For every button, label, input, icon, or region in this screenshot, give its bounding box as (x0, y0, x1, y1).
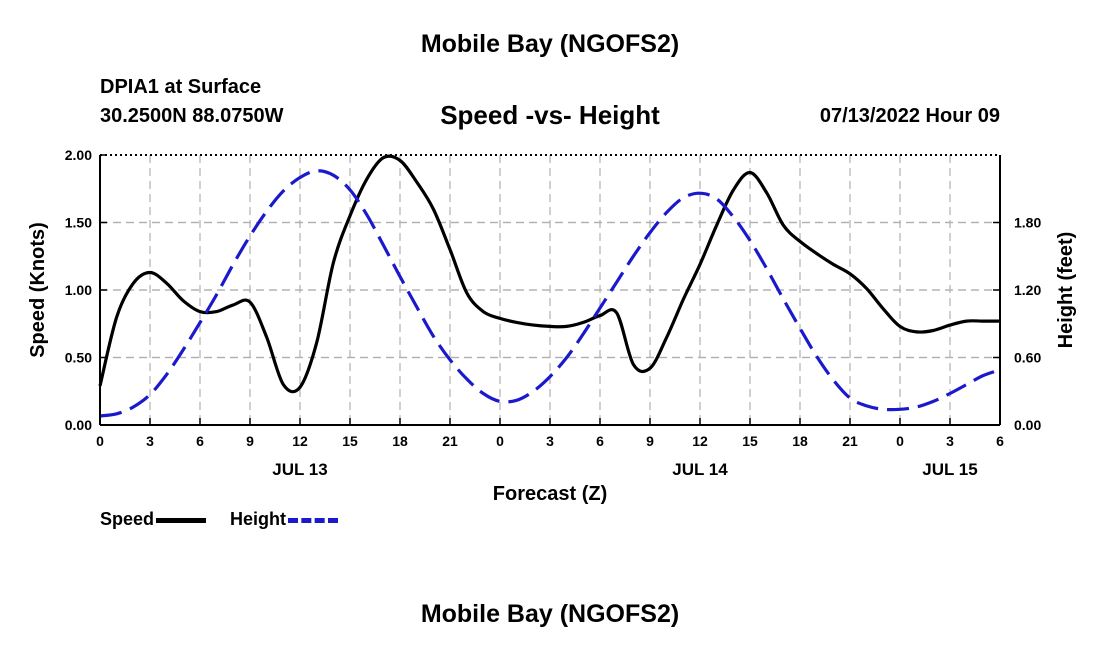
tick-labels: 0 3 6 9 12 15 18 21 0 3 6 9 12 15 18 21 0 3 6 0.00 0.50 1.00 1… (27, 147, 1077, 505)
x-tick-label: 6 (196, 433, 204, 449)
x-tick-label: 0 (96, 433, 104, 449)
speed-series-line (98, 154, 1000, 394)
legend-height-swatch (288, 517, 338, 523)
station-coordinates: 30.2500N 88.0750W (100, 105, 284, 127)
legend-height-label: Height (230, 509, 286, 529)
footer-title: Mobile Bay (NGOFS2) (420, 600, 680, 628)
y-right-axis-title: Height (feet) (1055, 232, 1077, 349)
grid-lines (100, 155, 1000, 426)
x-tick-label: 3 (946, 433, 954, 449)
legend-speed-swatch (156, 517, 207, 523)
forecast-datetime: 07/13/2022 Hour 09 (819, 105, 1000, 127)
chart-subtitle: Speed -vs- Height (440, 100, 660, 130)
x-tick-label: 9 (646, 433, 654, 449)
y-right-tick-label: 0.00 (1014, 417, 1041, 433)
y-left-tick-label: 0.50 (65, 350, 92, 366)
y-right-tick-label: 0.60 (1014, 350, 1041, 366)
x-tick-label: 3 (546, 433, 554, 449)
chart-title: Mobile Bay (NGOFS2) (420, 30, 680, 58)
y-left-tick-label: 0.00 (65, 417, 92, 433)
x-tick-label: 12 (692, 433, 708, 449)
x-tick-label: 0 (896, 433, 904, 449)
station-label: DPIA1 at Surface (100, 76, 262, 98)
x-tick-label: 6 (996, 433, 1004, 449)
x-tick-label: 0 (496, 433, 504, 449)
x-tick-label: 18 (392, 433, 408, 449)
height-series-line (99, 169, 1001, 418)
axes (99, 154, 1001, 426)
y-right-tick-label: 1.20 (1014, 282, 1041, 298)
x-tick-label: 15 (742, 433, 758, 449)
y-left-tick-label: 1.00 (65, 282, 92, 298)
x-tick-label: 21 (442, 433, 458, 449)
x-tick-label: 6 (596, 433, 604, 449)
date-label: JUL 15 (922, 460, 977, 479)
x-tick-label: 12 (292, 433, 308, 449)
x-tick-label: 21 (842, 433, 858, 449)
y-left-tick-label: 2.00 (65, 147, 92, 163)
x-tick-label: 15 (342, 433, 358, 449)
x-tick-label: 3 (146, 433, 154, 449)
y-left-axis-title: Speed (Knots) (27, 222, 49, 358)
legend-speed: Speed (100, 509, 207, 530)
y-right-tick-label: 1.80 (1014, 215, 1041, 231)
legend-height: Height (230, 509, 338, 530)
x-axis-title: Forecast (Z) (493, 483, 607, 505)
x-tick-label: 18 (792, 433, 808, 449)
date-label: JUL 14 (672, 460, 728, 479)
legend-speed-label: Speed (100, 509, 155, 529)
series-lines (98, 154, 1001, 418)
y-left-tick-label: 1.50 (65, 215, 92, 231)
x-tick-label: 9 (246, 433, 254, 449)
date-label: JUL 13 (272, 460, 327, 479)
